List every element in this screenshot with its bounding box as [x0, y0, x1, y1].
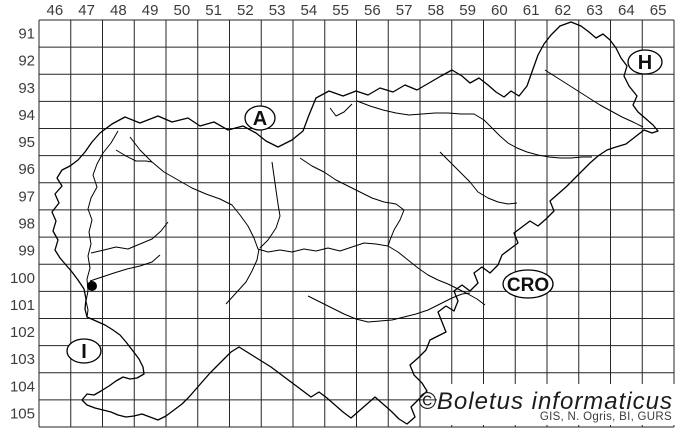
country-label-austria: A [244, 105, 276, 131]
col-label: 49 [142, 2, 159, 19]
river-krka [307, 292, 471, 323]
country-letter: CRO [507, 275, 549, 296]
river-dravinja [439, 151, 518, 205]
row-label: 99 [18, 243, 35, 260]
col-label: 58 [428, 2, 445, 19]
row-label: 92 [18, 53, 35, 70]
rivers [85, 69, 644, 323]
country-labels: A H CRO I [66, 49, 663, 364]
country-letter: H [638, 52, 652, 74]
col-label: 57 [396, 2, 413, 19]
col-label: 52 [237, 2, 254, 19]
row-label: 94 [18, 107, 35, 124]
watermark-text: ©Boletus informaticus [418, 388, 673, 415]
river-vipava [89, 254, 161, 282]
col-label: 65 [650, 2, 667, 19]
slovenia-border [51, 21, 659, 425]
row-label: 98 [18, 215, 35, 232]
row-label: 97 [18, 188, 35, 205]
country-ellipse [502, 269, 554, 299]
grid-lines [38, 19, 675, 428]
col-label: 61 [523, 2, 540, 19]
row-label: 104 [10, 378, 35, 395]
row-label: 93 [18, 80, 35, 97]
river-ljubljanica [225, 248, 260, 305]
col-label: 56 [364, 2, 381, 19]
col-label: 63 [586, 2, 603, 19]
border-outline [51, 21, 659, 425]
col-label: 46 [47, 2, 64, 19]
river-idrijca [90, 221, 169, 254]
country-label-hungary: H [627, 49, 663, 75]
col-label: 51 [205, 2, 222, 19]
river-meza [329, 103, 353, 117]
col-label: 47 [78, 2, 95, 19]
column-labels: 46 47 48 49 50 51 52 53 54 55 56 57 58 59 60 61 62 63 64 65 [47, 2, 667, 19]
row-label: 96 [18, 161, 35, 178]
country-label-italy: I [66, 338, 102, 364]
river-sava [129, 136, 486, 306]
col-label: 48 [110, 2, 127, 19]
occurrence-dot [87, 281, 97, 291]
river-drava [356, 100, 592, 159]
col-label: 53 [269, 2, 286, 19]
river-soca [85, 130, 119, 318]
country-letter: I [81, 341, 87, 363]
river-savinja [299, 157, 405, 247]
watermark-mask-rect [437, 384, 675, 425]
country-ellipse [244, 105, 276, 131]
row-label: 95 [18, 134, 35, 151]
country-ellipse [66, 338, 102, 364]
river-sava_bohinjka [115, 149, 153, 163]
occurrence-points [87, 281, 97, 291]
row-label: 100 [10, 270, 35, 287]
row-labels: 91 92 93 94 95 96 97 98 99 100 101 102 103 104 105 [10, 26, 35, 423]
row-label: 105 [10, 405, 35, 422]
river-mura [544, 69, 644, 128]
watermark-mask [437, 384, 675, 425]
country-letter: A [253, 108, 267, 130]
col-label: 55 [332, 2, 349, 19]
row-label: 91 [18, 26, 35, 43]
col-label: 54 [301, 2, 318, 19]
country-label-croatia: CRO [502, 269, 554, 299]
river-kamniska_bistrica [259, 161, 281, 249]
country-ellipse [627, 49, 663, 75]
credits-text: GIS, N. Ogris, BI, GURS [539, 411, 672, 423]
col-label: 60 [491, 2, 508, 19]
row-label: 103 [10, 351, 35, 368]
col-label: 50 [174, 2, 191, 19]
col-label: 62 [555, 2, 572, 19]
row-label: 102 [10, 324, 35, 341]
row-label: 101 [10, 297, 35, 314]
col-label: 64 [618, 2, 635, 19]
col-label: 59 [459, 2, 476, 19]
